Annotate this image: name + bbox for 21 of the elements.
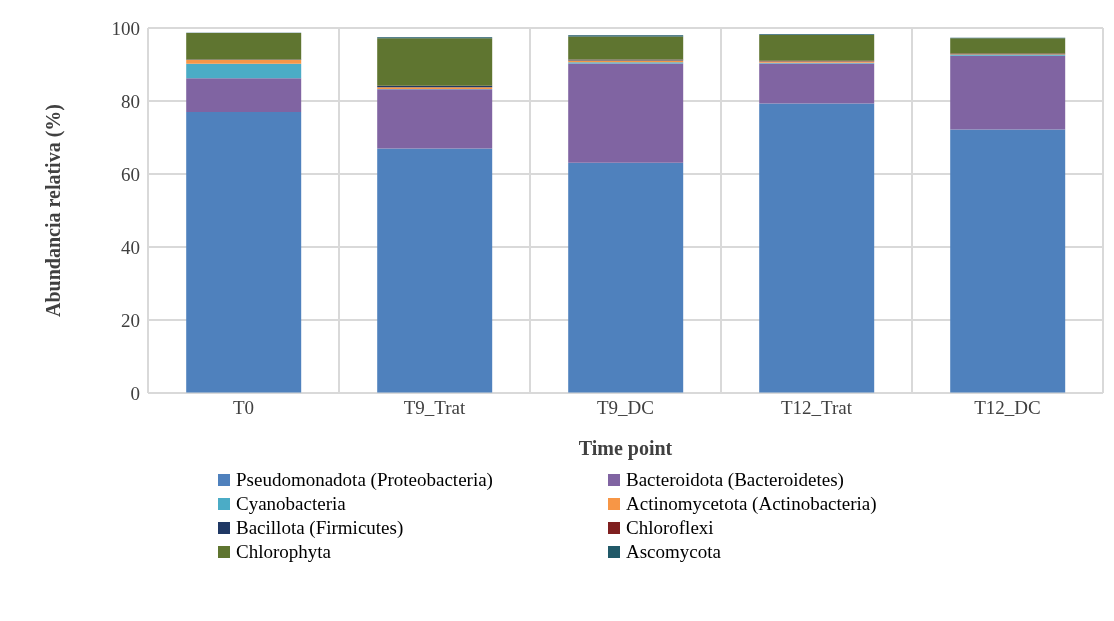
y-tick-label: 40 [121,236,140,258]
x-tick-label: T9_DC [597,397,654,419]
y-axis-title: Abundancia relativa (%) [42,104,66,317]
legend-label: Chlorophyta [236,540,331,564]
legend-label: Bacteroidota (Bacteroidetes) [626,468,844,492]
y-tick-label: 20 [121,309,140,331]
legend-label: Pseudomonadota (Proteobacteria) [236,468,493,492]
y-tick-label: 60 [121,163,140,185]
y-tick-label: 80 [121,90,140,112]
legend-label: Actinomycetota (Actinobacteria) [626,492,877,516]
legend-label: Bacillota (Firmicutes) [236,516,404,540]
x-tick-label: T0 [232,397,255,419]
legend-label: Chloroflexi [626,516,714,540]
x-tick-label: T12_DC [974,397,1041,419]
legend-label: Cyanobacteria [236,492,346,516]
x-tick-label: T12_Trat [780,397,853,419]
x-tick-label: T9_Trat [403,397,467,419]
y-tick-label: 100 [111,17,140,39]
legend-label: Ascomycota [626,540,721,564]
x-axis-title: Time point [578,437,673,460]
y-tick-label: 0 [130,382,140,404]
